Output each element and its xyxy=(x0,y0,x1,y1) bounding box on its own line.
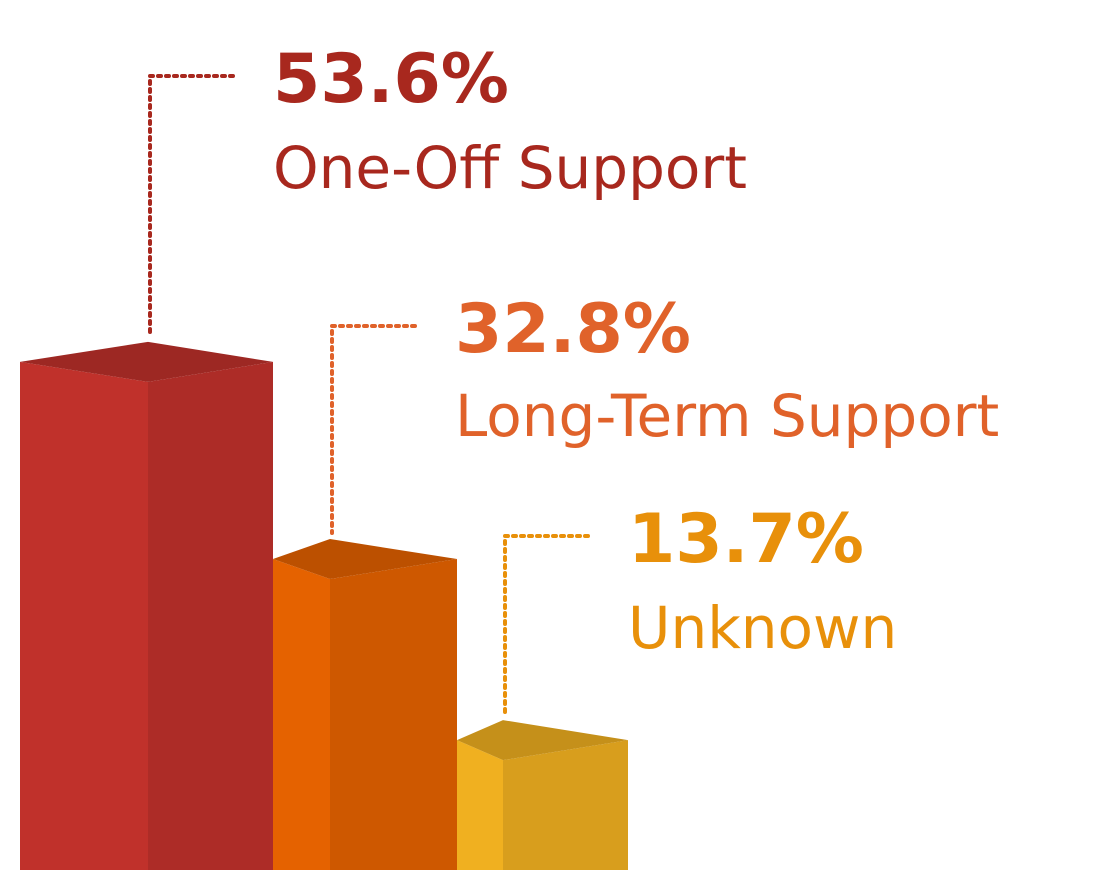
bar-face-left xyxy=(273,559,330,870)
leader-line xyxy=(148,74,235,338)
leader-line xyxy=(503,534,590,717)
bar-top xyxy=(273,539,457,580)
leader-line xyxy=(330,324,417,536)
value-label: 53.6% xyxy=(273,40,509,119)
bar-face-left xyxy=(20,361,148,870)
value-label: 13.7% xyxy=(628,500,864,579)
bar-top xyxy=(20,341,273,382)
bar-face-right xyxy=(503,740,628,870)
bar-top xyxy=(457,720,628,761)
category-label: One-Off Support xyxy=(273,134,747,202)
category-label: Long-Term Support xyxy=(455,382,999,450)
bar-face-left xyxy=(457,740,503,870)
bar-face-right xyxy=(330,559,457,870)
value-label: 32.8% xyxy=(455,290,691,369)
bar-face-right xyxy=(148,361,273,870)
category-label: Unknown xyxy=(628,594,897,662)
